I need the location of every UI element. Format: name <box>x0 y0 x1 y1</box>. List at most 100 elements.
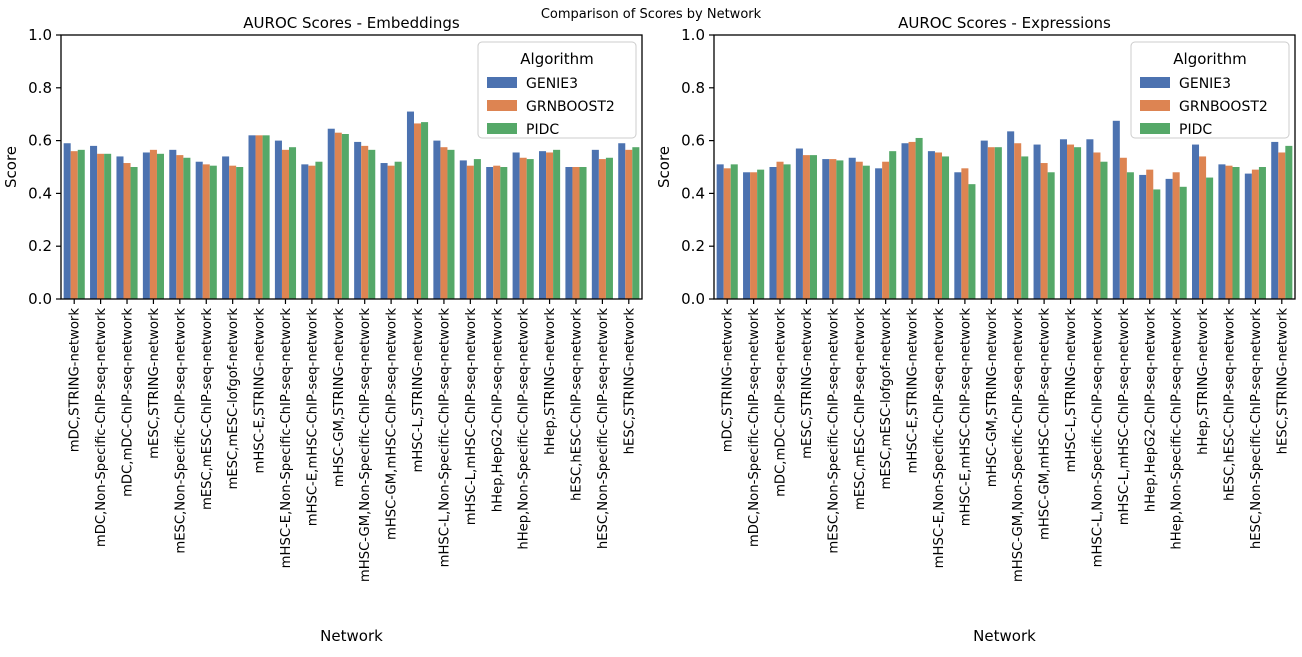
bar-grnboost2-15 <box>440 147 448 299</box>
bar-genie3-18 <box>1165 178 1173 299</box>
bar-pidc-11 <box>341 134 349 299</box>
bar-pidc-21 <box>1258 167 1266 299</box>
bar-pidc-15 <box>447 149 455 299</box>
x-tick-label: mHSC-L,Non-Specific-ChIP-seq-network <box>437 308 452 568</box>
x-tick-label: mESC,STRING-network <box>800 308 815 459</box>
bar-genie3-7 <box>875 168 883 299</box>
bar-pidc-14 <box>1074 147 1082 299</box>
bar-grnboost2-11 <box>334 132 342 299</box>
bar-pidc-15 <box>1100 161 1108 299</box>
bar-grnboost2-6 <box>202 164 210 299</box>
bar-grnboost2-5 <box>829 159 837 299</box>
bar-pidc-12 <box>1021 156 1029 299</box>
bar-grnboost2-13 <box>1040 163 1048 299</box>
bar-genie3-15 <box>433 140 441 299</box>
bar-grnboost2-9 <box>281 149 289 299</box>
bar-grnboost2-6 <box>855 161 863 299</box>
bar-pidc-3 <box>130 167 138 299</box>
y-tick-label: 0.8 <box>28 79 52 97</box>
bar-genie3-20 <box>565 167 573 299</box>
bar-pidc-2 <box>104 153 112 299</box>
bar-grnboost2-8 <box>908 141 916 299</box>
bar-genie3-13 <box>1033 144 1041 299</box>
x-tick-label: mHSC-E,STRING-network <box>253 308 268 474</box>
legend-entry-genie3: GENIE3 <box>526 76 578 92</box>
bar-genie3-6 <box>848 157 856 299</box>
bar-pidc-5 <box>836 160 844 299</box>
bar-genie3-13 <box>380 163 388 299</box>
panel-title: AUROC Scores - Embeddings <box>243 14 460 32</box>
bar-genie3-1 <box>63 143 71 299</box>
x-tick-label: mHSC-GM,STRING-network <box>332 308 347 488</box>
x-tick-label: mHSC-E,mHSC-ChIP-seq-network <box>958 308 973 527</box>
bar-genie3-5 <box>169 149 177 299</box>
x-tick-label: mESC,Non-Specific-ChIP-seq-network <box>826 308 841 554</box>
x-tick-label: mDC,mDC-ChIP-seq-network <box>774 308 789 497</box>
y-axis-label: Score <box>2 146 20 188</box>
bar-pidc-19 <box>1206 177 1214 299</box>
y-tick-label: 0.6 <box>681 132 705 150</box>
bar-grnboost2-9 <box>934 152 942 299</box>
bar-genie3-15 <box>1086 139 1094 299</box>
bar-genie3-19 <box>539 151 547 299</box>
bar-grnboost2-15 <box>1093 152 1101 299</box>
x-tick-label: mHSC-GM,mHSC-ChIP-seq-network <box>1038 308 1053 540</box>
y-tick-label: 1.0 <box>28 26 52 44</box>
bar-genie3-6 <box>195 161 203 299</box>
bar-genie3-14 <box>406 111 414 299</box>
bar-grnboost2-1 <box>70 151 78 299</box>
y-tick-label: 0.4 <box>28 184 52 202</box>
x-tick-label: hHep,Non-Specific-ChIP-seq-network <box>1170 308 1185 550</box>
legend-swatch-pidc <box>487 123 517 134</box>
y-tick-label: 0.8 <box>681 79 705 97</box>
bar-grnboost2-8 <box>255 135 263 299</box>
x-tick-label: mESC,mESC-lofgof-network <box>879 308 894 490</box>
bar-grnboost2-3 <box>123 163 131 299</box>
x-tick-label: mHSC-E,Non-Specific-ChIP-seq-network <box>279 308 294 569</box>
bar-genie3-19 <box>1192 144 1200 299</box>
y-tick-label: 0.2 <box>28 237 52 255</box>
bar-grnboost2-16 <box>1119 157 1127 299</box>
bar-genie3-8 <box>248 135 256 299</box>
bar-grnboost2-3 <box>776 161 784 299</box>
bar-genie3-2 <box>743 172 751 299</box>
bar-pidc-17 <box>1153 189 1161 299</box>
bar-pidc-22 <box>1285 145 1293 299</box>
x-tick-label: hESC,STRING-network <box>622 308 637 455</box>
bar-genie3-12 <box>1007 131 1015 299</box>
bar-pidc-10 <box>315 161 323 299</box>
bar-pidc-16 <box>1126 172 1134 299</box>
bar-pidc-17 <box>500 167 508 299</box>
bar-genie3-7 <box>222 156 230 299</box>
bar-genie3-11 <box>327 128 335 299</box>
bar-grnboost2-22 <box>625 149 633 299</box>
x-tick-label: mHSC-GM,STRING-network <box>985 308 1000 488</box>
bar-grnboost2-17 <box>1146 169 1154 299</box>
legend-title: Algorithm <box>520 50 593 68</box>
bar-grnboost2-11 <box>987 147 995 299</box>
bar-pidc-21 <box>605 157 613 299</box>
bar-genie3-2 <box>90 145 98 299</box>
y-axis-label: Score <box>655 146 673 188</box>
panel-title: AUROC Scores - Expressions <box>898 14 1111 32</box>
bar-grnboost2-4 <box>802 155 810 299</box>
bar-grnboost2-19 <box>546 152 554 299</box>
bar-grnboost2-2 <box>750 172 758 299</box>
bar-pidc-13 <box>1047 172 1055 299</box>
x-axis-label: Network <box>320 627 383 645</box>
x-tick-label: hESC,hESC-ChIP-seq-network <box>1222 308 1237 501</box>
x-tick-label: mDC,STRING-network <box>721 308 736 453</box>
legend-entry-grnboost2: GRNBOOST2 <box>526 99 615 115</box>
plot-frame <box>713 34 1296 300</box>
bar-genie3-3 <box>116 156 124 299</box>
bar-pidc-1 <box>77 149 85 299</box>
x-axis-label: Network <box>973 627 1036 645</box>
x-tick-label: mESC,Non-Specific-ChIP-seq-network <box>173 308 188 554</box>
bar-pidc-7 <box>236 167 244 299</box>
bar-grnboost2-21 <box>1251 169 1259 299</box>
x-tick-label: hHep,STRING-network <box>1196 308 1211 455</box>
bar-pidc-4 <box>156 153 164 299</box>
bar-pidc-9 <box>289 147 297 299</box>
x-tick-label: hHep,STRING-network <box>543 308 558 455</box>
bar-pidc-19 <box>553 149 561 299</box>
